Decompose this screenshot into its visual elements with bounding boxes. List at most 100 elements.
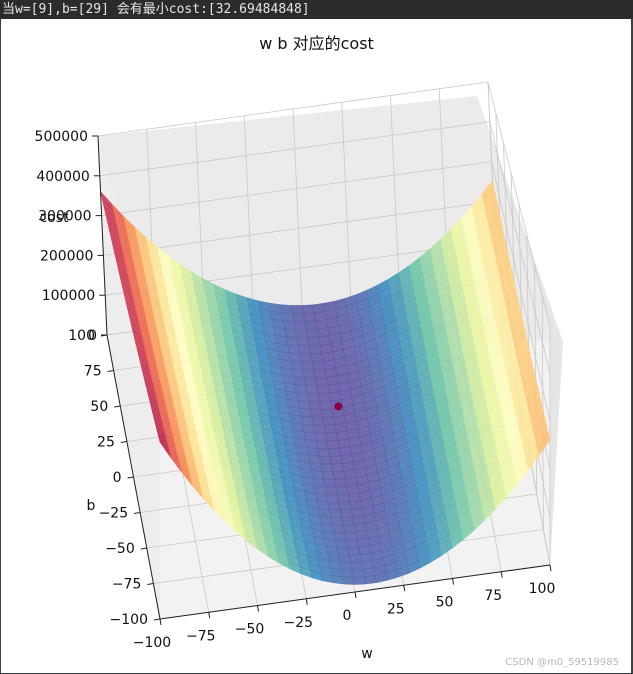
y-tick-mark — [134, 512, 141, 514]
x-tick-mark — [354, 591, 357, 599]
z-tick-label: 100000 — [42, 288, 95, 304]
surface-patch — [321, 351, 335, 362]
surface-patch — [308, 401, 322, 410]
surface-patch — [291, 368, 305, 378]
back-grid-line — [243, 115, 254, 315]
back-grid-line — [99, 121, 490, 177]
window-title: 当w=[9],b=[29] 会有最小cost:[32.69484848] — [2, 2, 310, 17]
surface-patch — [339, 561, 353, 571]
surface-patch — [314, 376, 328, 387]
z-axis-line — [97, 135, 108, 336]
x-tick-mark — [257, 605, 259, 612]
y-tick-mark — [107, 370, 114, 372]
x-tick-label: −50 — [235, 622, 265, 638]
surface-patch — [310, 352, 324, 363]
surface-patch — [298, 345, 312, 355]
surface-patch — [327, 501, 341, 511]
y-tick-label: 75 — [84, 364, 102, 380]
surface-patch — [334, 478, 347, 488]
z-tick-label: 500000 — [35, 129, 88, 145]
surface-patch — [322, 416, 336, 426]
surface-patch — [301, 304, 315, 314]
surface-patch — [312, 360, 325, 371]
surface-patch — [294, 384, 308, 394]
surface-patch — [342, 461, 355, 472]
y-tick-mark — [114, 405, 121, 408]
side-grid-line — [489, 121, 551, 374]
surface-patch — [346, 484, 360, 495]
surface-patch — [326, 494, 340, 503]
surface-patch — [313, 368, 327, 379]
surface-patch — [328, 391, 342, 402]
surface-patch — [351, 569, 365, 578]
surface-patch — [307, 454, 321, 465]
surface-patch — [296, 337, 310, 347]
surface-patch — [312, 424, 326, 434]
surface-patch — [343, 469, 357, 480]
y-tick-mark — [120, 441, 127, 443]
x-tick-mark — [208, 612, 211, 619]
watermark: CSDN @m0_59519985 — [505, 657, 619, 668]
surface-patch — [321, 523, 335, 533]
side-grid-line — [491, 161, 551, 422]
min-marker-layer — [334, 402, 343, 411]
x-tick-label: −75 — [186, 628, 216, 644]
surface-patch — [299, 408, 312, 418]
surface-patch — [304, 439, 318, 449]
tick-marks — [92, 135, 552, 626]
surface-patch — [326, 440, 340, 449]
surface-patch — [537, 432, 551, 456]
surface-patch — [305, 385, 319, 394]
y-tick-label: 50 — [90, 399, 108, 415]
surface-patch — [323, 424, 337, 434]
surface-patch — [306, 447, 320, 457]
surface-patch — [317, 448, 331, 457]
surface-patch — [296, 392, 310, 402]
surface-patch — [353, 576, 367, 585]
surface-patch — [293, 376, 307, 386]
surface-patch — [333, 532, 347, 541]
surface-patch — [340, 569, 354, 578]
surface-patch — [300, 415, 314, 426]
surface-patch — [282, 320, 296, 330]
surface-patch — [319, 515, 333, 526]
surface-patch — [342, 576, 356, 585]
surface-patch — [284, 328, 298, 338]
z-axis-label: cost — [39, 210, 69, 226]
surface-patch — [313, 485, 327, 495]
surface-patch — [332, 471, 346, 480]
y-axis-label: b — [87, 498, 96, 514]
surface-patch — [302, 369, 316, 379]
surface-patch — [337, 554, 351, 563]
surface-patch — [301, 361, 314, 371]
surface-patch — [295, 329, 309, 339]
y-tick-mark — [127, 476, 134, 479]
surface-patch — [339, 446, 352, 457]
x-axis-label: w — [361, 646, 372, 662]
surface-patch — [350, 561, 364, 571]
surface-patch — [332, 524, 345, 533]
surface-patch — [320, 463, 334, 473]
surface-patch — [287, 344, 301, 355]
z-tick-label: 300000 — [38, 209, 91, 225]
surface-patch — [331, 575, 345, 585]
surface-patch — [337, 438, 351, 449]
surface-patch — [316, 384, 330, 394]
x-tick-label: −25 — [283, 615, 313, 631]
surface-patch — [315, 440, 329, 449]
surface-patch — [304, 320, 318, 330]
left-wall-pane — [98, 136, 160, 619]
cost-surface — [100, 180, 551, 585]
x-tick-mark — [305, 598, 308, 605]
surface-patch — [336, 430, 349, 441]
surface-patch — [316, 327, 330, 338]
surface-patch — [325, 375, 339, 386]
surface-patch — [339, 509, 353, 518]
surface-patch — [311, 416, 325, 426]
x-tick-label: 50 — [436, 595, 454, 611]
surface-patch — [329, 455, 343, 465]
y-tick-label: −100 — [110, 612, 148, 628]
surface-patch — [307, 393, 320, 402]
surface-patch — [303, 431, 317, 441]
